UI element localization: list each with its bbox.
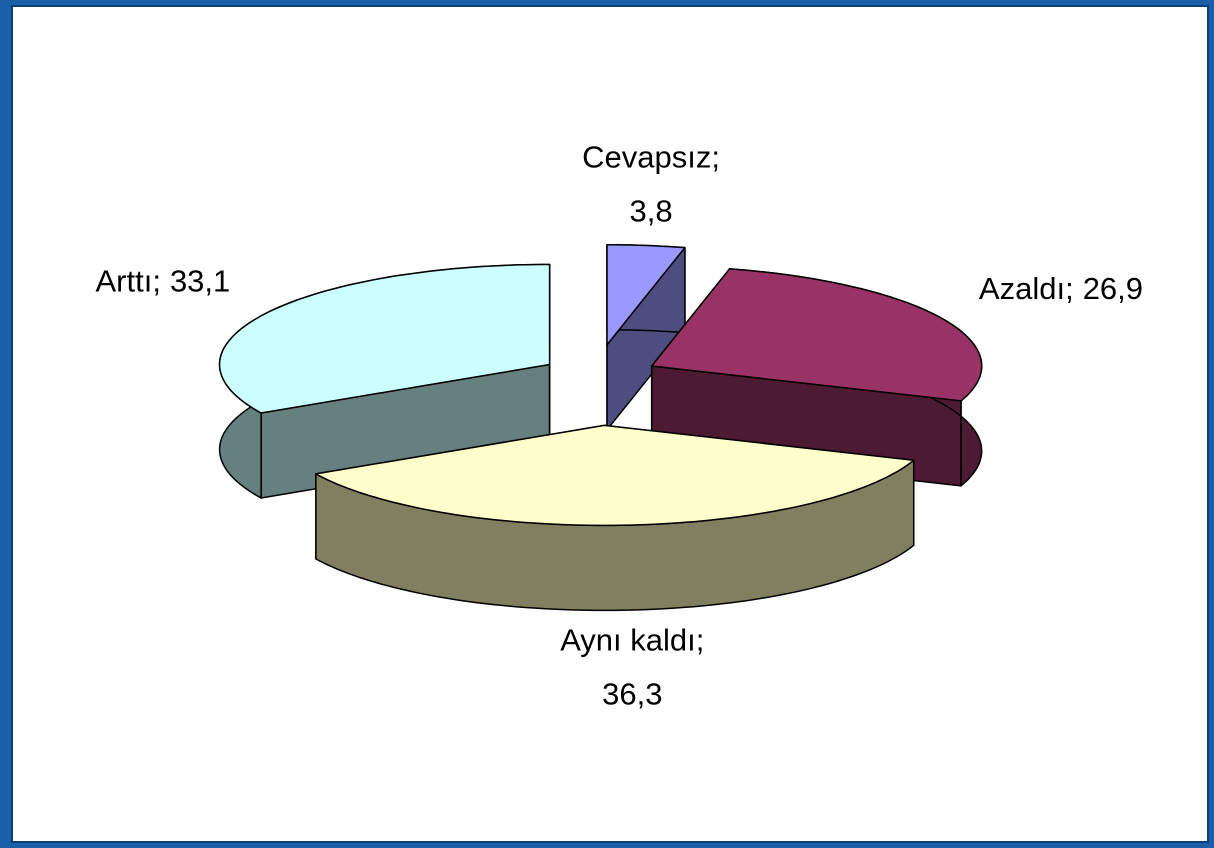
data-label: Azaldı; 26,9 [979, 271, 1143, 306]
category-label: Cevapsız; [582, 140, 720, 175]
labels: Cevapsız; 3,8 Azaldı; 26,9 Aynı kaldı; 36,3 Ar… [95, 140, 1143, 712]
category-label: Azaldı; [979, 271, 1074, 306]
slice-top [315, 424, 915, 527]
value-label: 36,3 [602, 677, 662, 712]
slice-top [218, 263, 551, 414]
value-label: 26,9 [1083, 271, 1143, 306]
value-label: 33,1 [170, 264, 230, 299]
value-label: 3,8 [629, 194, 672, 229]
data-label: Arttı; 33,1 [95, 264, 230, 299]
category-label: Arttı; [95, 264, 160, 299]
slice-top [650, 268, 983, 402]
category-label: Aynı kaldı; [560, 623, 704, 658]
slice-top [606, 244, 686, 346]
pie [218, 244, 983, 612]
